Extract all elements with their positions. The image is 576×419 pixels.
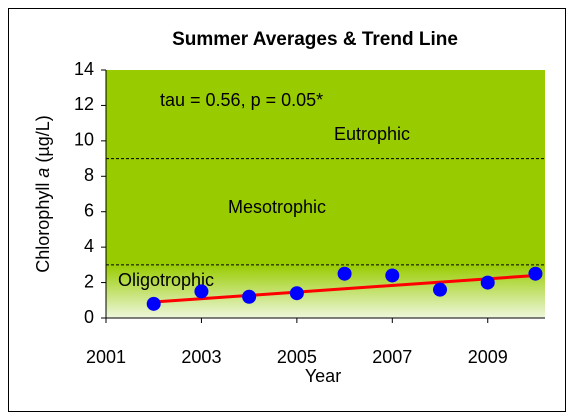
x-tick-label: 2009 — [468, 347, 508, 367]
data-point — [242, 289, 257, 304]
y-tick-label: 14 — [74, 59, 94, 79]
y-tick-label: 2 — [84, 271, 94, 291]
x-axis-label: Year — [305, 366, 341, 386]
x-tick-label: 2007 — [372, 347, 412, 367]
data-point — [385, 268, 400, 283]
x-tick-label: 2003 — [181, 347, 221, 367]
data-point — [433, 282, 448, 297]
zone-label: Mesotrophic — [228, 197, 326, 217]
y-tick-label: 0 — [84, 307, 94, 327]
x-tick-label: 2005 — [277, 347, 317, 367]
y-tick-label: 8 — [84, 165, 94, 185]
y-label-unit: (µg/L) — [33, 115, 53, 167]
y-tick-label: 6 — [84, 200, 94, 220]
data-point — [337, 266, 352, 281]
y-tick-label: 12 — [74, 94, 94, 114]
y-label-italic: a — [33, 168, 53, 178]
data-point — [289, 286, 304, 301]
annotation: tau = 0.56, p = 0.05* — [160, 90, 323, 110]
data-point — [146, 296, 161, 311]
data-point — [528, 266, 543, 281]
y-tick-label: 4 — [84, 236, 94, 256]
y-label-text: Chlorophyll — [33, 178, 53, 273]
data-point — [480, 275, 495, 290]
y-axis-label: Chlorophyll a (µg/L) — [33, 115, 53, 272]
trend-line — [153, 273, 536, 304]
x-tick-label: 2001 — [86, 347, 126, 367]
zone-label: Oligotrophic — [118, 270, 214, 290]
zone-label: Eutrophic — [334, 124, 410, 144]
y-tick-label: 10 — [74, 130, 94, 150]
data-point — [194, 284, 209, 299]
chart-title: Summer Averages & Trend Line — [172, 29, 458, 50]
